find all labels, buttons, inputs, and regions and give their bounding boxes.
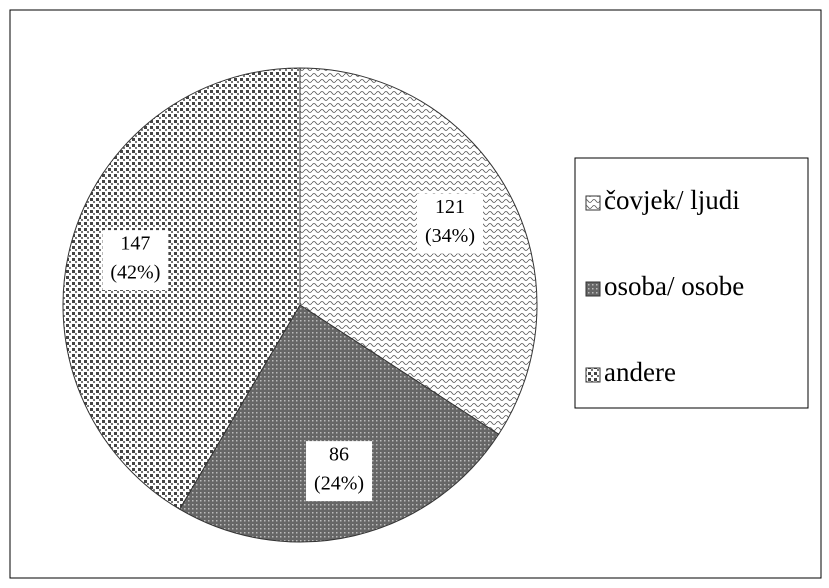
legend-label: osoba/ osobe (604, 271, 744, 301)
data-label-percent: (24%) (314, 473, 364, 495)
data-label-percent: (34%) (425, 225, 475, 247)
legend-label: čovjek/ ljudi (604, 185, 740, 215)
data-label: 86 (329, 444, 349, 466)
label-background (102, 230, 169, 291)
legend-label: andere (604, 357, 676, 387)
data-label: 147 (120, 233, 150, 255)
label-background (416, 193, 483, 254)
data-label: 121 (435, 196, 465, 218)
legend-swatch (585, 367, 601, 383)
pie-slice (62, 67, 301, 510)
legend-swatch (585, 195, 601, 211)
data-label-percent: (42%) (110, 262, 160, 284)
legend-box (574, 157, 809, 409)
label-background (306, 441, 373, 502)
legend-swatch (585, 281, 601, 297)
pie-slice (178, 304, 500, 543)
